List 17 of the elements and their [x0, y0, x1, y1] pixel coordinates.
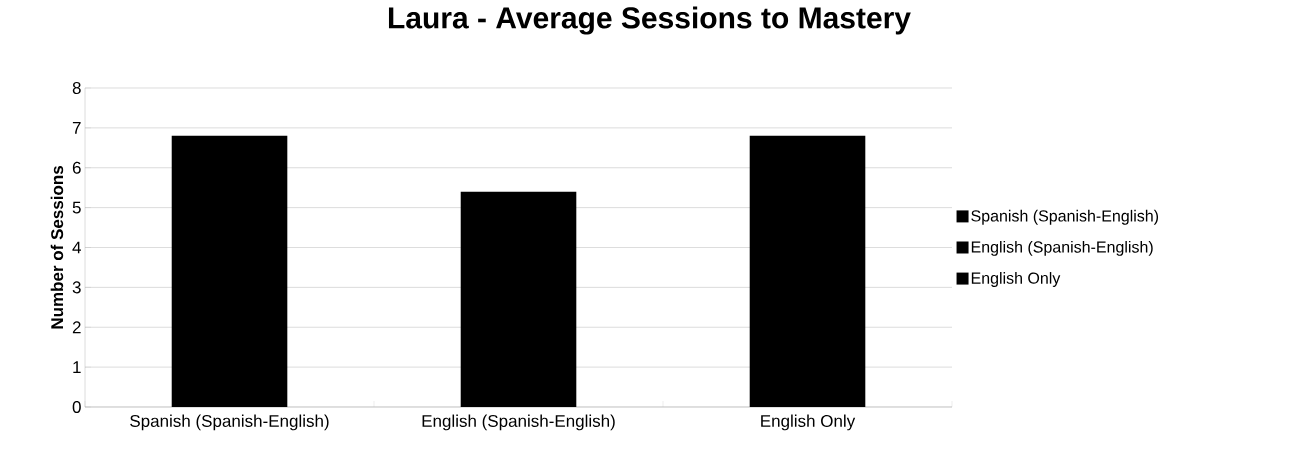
y-tick-label: 4 [72, 241, 81, 254]
y-tick-label: 3 [72, 281, 81, 294]
y-tick-label: 8 [72, 81, 81, 95]
y-tick-label: 6 [72, 161, 81, 174]
x-tick-label: English Only [761, 414, 856, 431]
legend-label: English (Spanish-English) [971, 240, 1153, 256]
legend-label: English Only [971, 272, 1061, 287]
y-tick-label: 1 [73, 361, 81, 373]
y-tick-label: 2 [72, 321, 81, 334]
y-tick-label: 0 [72, 400, 81, 414]
y-axis-title: Number of Sessions [50, 166, 64, 329]
legend-label: Spanish (Spanish-English) [971, 209, 1159, 225]
x-tick-label: English (Spanish-English) [422, 414, 615, 431]
chart-title: Laura - Average Sessions to Mastery [388, 6, 911, 35]
y-tick-label: 7 [72, 122, 81, 134]
x-tick-label: Spanish (Spanish-English) [130, 414, 329, 431]
y-tick-label: 5 [72, 201, 81, 214]
